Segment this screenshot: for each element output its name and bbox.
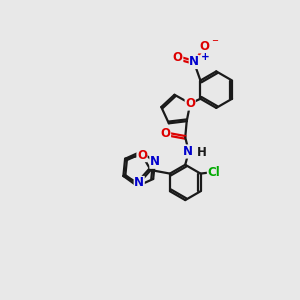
Text: N: N: [183, 145, 193, 158]
Text: O: O: [160, 127, 170, 140]
Text: O: O: [199, 40, 209, 53]
Text: Cl: Cl: [207, 166, 220, 178]
Text: N: N: [150, 155, 160, 168]
Text: O: O: [137, 148, 147, 162]
Text: O: O: [185, 97, 195, 110]
Text: H: H: [196, 146, 206, 160]
Text: ⁻: ⁻: [211, 37, 218, 50]
Text: O: O: [173, 51, 183, 64]
Text: N: N: [189, 56, 199, 68]
Text: +: +: [201, 52, 210, 62]
Text: N: N: [134, 176, 144, 190]
